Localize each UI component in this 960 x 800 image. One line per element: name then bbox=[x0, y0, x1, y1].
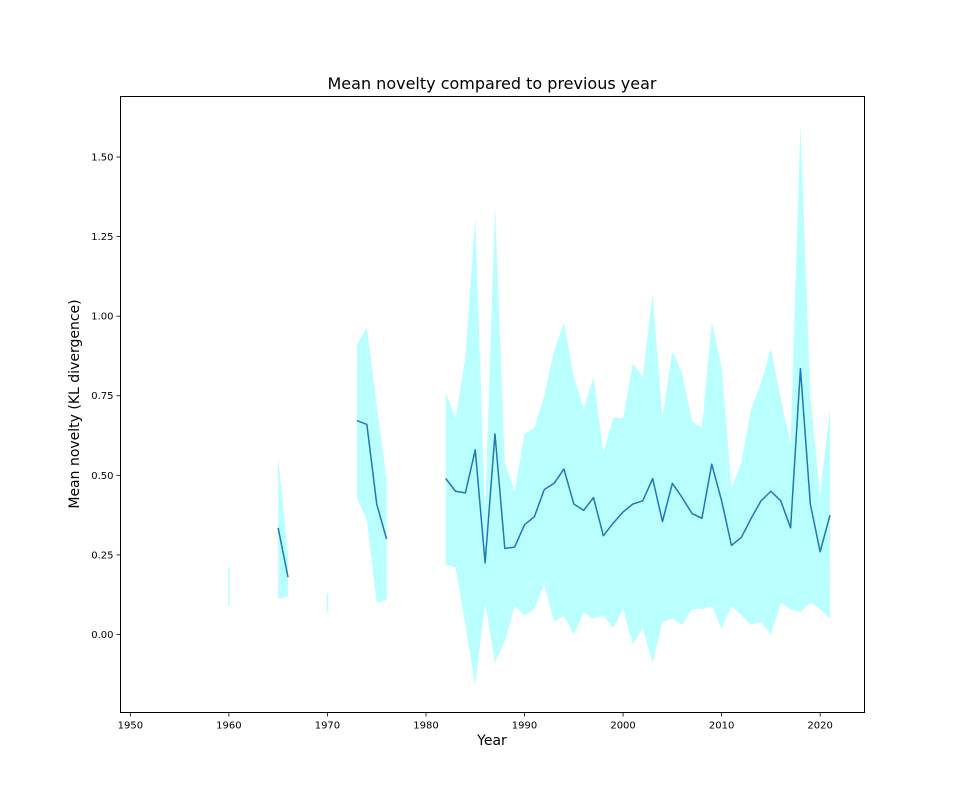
x-tick-label: 2000 bbox=[610, 721, 635, 732]
plot-frame bbox=[120, 96, 865, 713]
x-tick-label: 2020 bbox=[807, 721, 832, 732]
y-tick-label: 1.25 bbox=[91, 232, 113, 243]
band-segment-5 bbox=[445, 125, 831, 686]
y-axis-ticks: 0.00 0.25 0.50 0.75 1.00 1.25 1.50 bbox=[91, 152, 121, 641]
mean-line-segment-2 bbox=[356, 419, 388, 540]
mean-line-segment-3 bbox=[445, 367, 831, 564]
x-tick-label: 1980 bbox=[413, 721, 438, 732]
y-tick-label: 0.25 bbox=[91, 550, 113, 561]
y-tick-label: 0.75 bbox=[91, 391, 113, 402]
mean-lines bbox=[277, 367, 831, 578]
x-axis-label: Year bbox=[476, 733, 507, 749]
x-tick-label: 2010 bbox=[709, 721, 734, 732]
mean-line-segment-1 bbox=[277, 527, 289, 578]
chart-title: Mean novelty compared to previous year bbox=[328, 74, 657, 93]
y-tick-label: 1.00 bbox=[91, 312, 113, 323]
y-tick-label: 0.50 bbox=[91, 471, 113, 482]
x-tick-label: 1990 bbox=[512, 721, 537, 732]
x-tick-label: 1960 bbox=[216, 721, 241, 732]
y-tick-label: 0.00 bbox=[91, 630, 113, 641]
x-tick-label: 1950 bbox=[118, 721, 143, 732]
x-tick-label: 1970 bbox=[315, 721, 340, 732]
y-axis-label: Mean novelty (KL divergence) bbox=[67, 299, 83, 508]
y-tick-label: 1.50 bbox=[91, 152, 113, 163]
x-axis-ticks: 1950 1960 1970 1980 1990 2000 2010 2020 bbox=[118, 712, 833, 732]
